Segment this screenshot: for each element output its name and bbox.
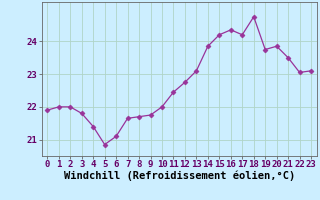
- X-axis label: Windchill (Refroidissement éolien,°C): Windchill (Refroidissement éolien,°C): [64, 171, 295, 181]
